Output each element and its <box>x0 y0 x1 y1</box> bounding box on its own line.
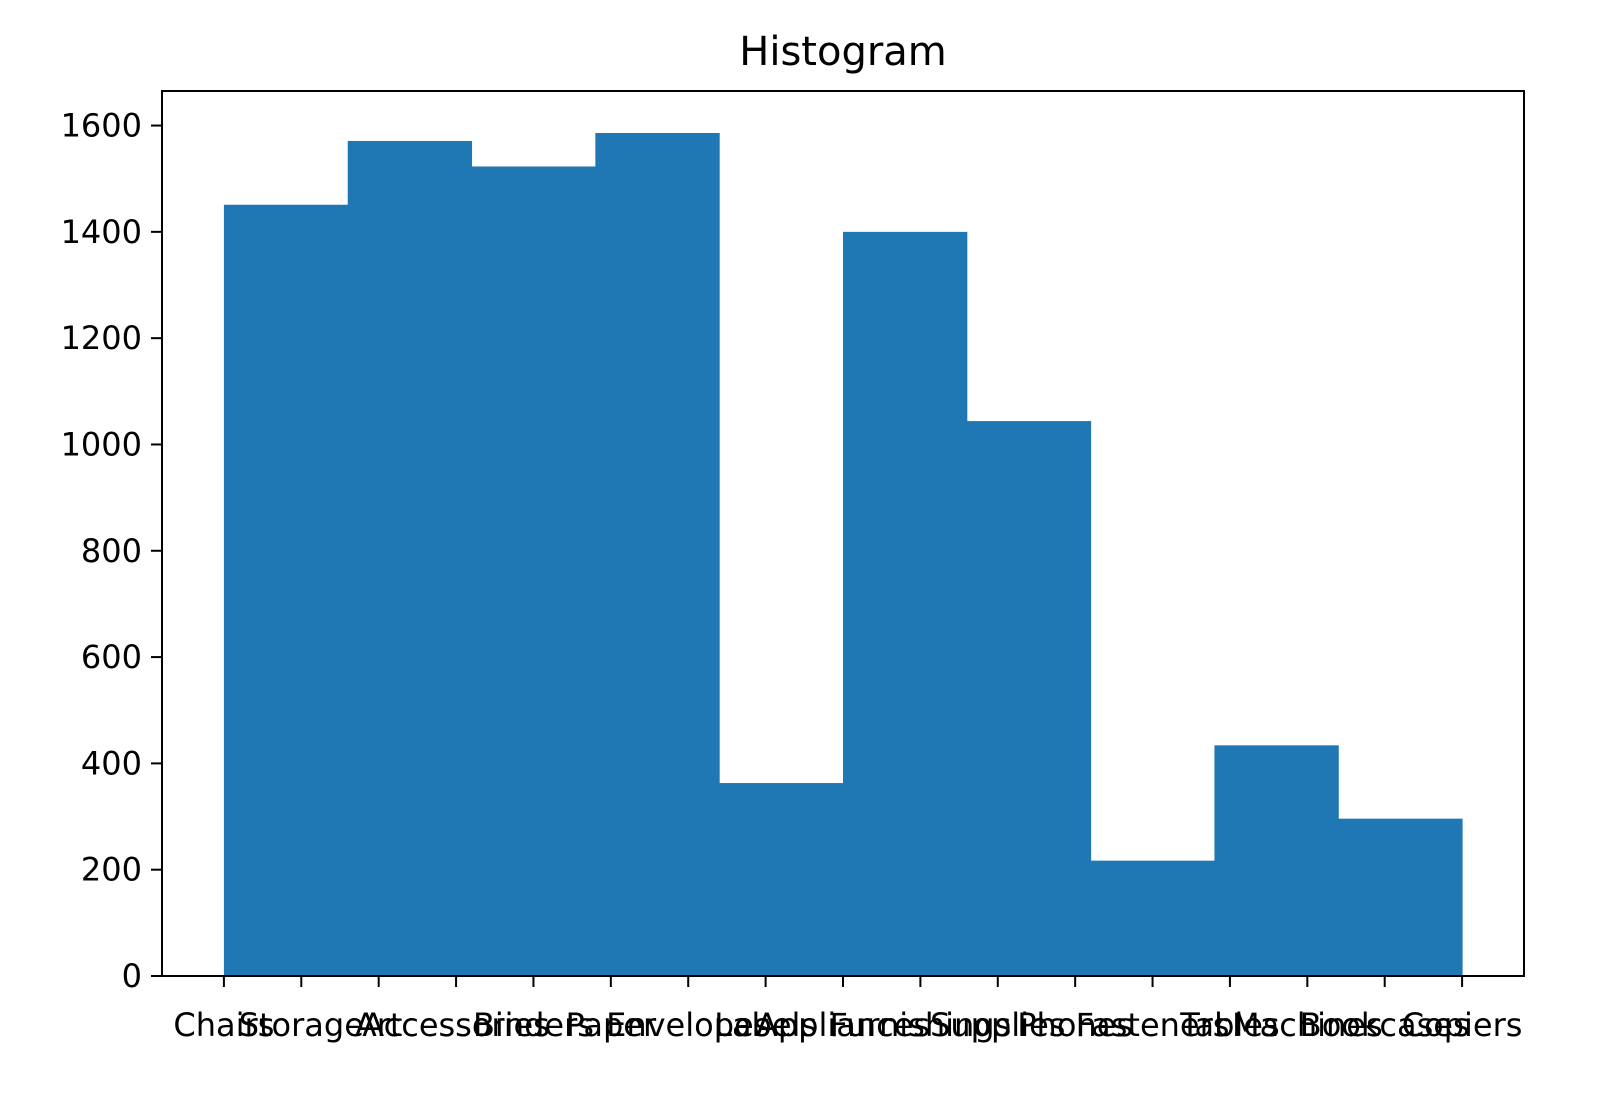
bars-group <box>223 132 1463 977</box>
x-tick-label-15: Machines <box>1232 1006 1383 1044</box>
x-tick-label-13: Fasteners <box>1076 1006 1230 1044</box>
x-tick-label-5: Binders <box>473 1006 594 1044</box>
histogram-bar-8 <box>1090 860 1215 976</box>
y-tick-label-200: 200 <box>81 851 142 889</box>
y-tick-label-1200: 1200 <box>61 319 142 357</box>
histogram-bar-5 <box>719 783 844 976</box>
x-tick-label-10: Furnishings <box>829 1006 1011 1044</box>
x-tick-label-9: Appliances <box>756 1006 930 1044</box>
x-tick-label-11: Supplies <box>930 1006 1065 1044</box>
y-tick-label-0: 0 <box>122 957 142 995</box>
histogram-bar-6 <box>843 231 968 977</box>
x-tick-label-14: Tables <box>1179 1006 1279 1044</box>
x-axis: ChairsStorageArtAccessoriesBindersPaperE… <box>173 976 1522 1044</box>
x-tick-label-16: Bookcases <box>1300 1006 1470 1044</box>
y-tick-label-1400: 1400 <box>61 213 142 251</box>
chart-title: Histogram <box>739 29 947 75</box>
x-tick-label-2: Storage <box>239 1006 364 1044</box>
histogram-bar-3 <box>471 166 596 976</box>
x-tick-label-17: Copiers <box>1402 1006 1523 1044</box>
y-tick-label-800: 800 <box>81 532 142 570</box>
x-tick-label-12: Phones <box>1017 1006 1133 1044</box>
histogram-bar-4 <box>595 132 720 977</box>
y-tick-label-600: 600 <box>81 638 142 676</box>
histogram-bar-2 <box>347 140 473 976</box>
x-tick-label-3: Art <box>355 1006 403 1044</box>
histogram-bar-10 <box>1338 818 1463 976</box>
y-axis: 0 200 400 600 800 1000 1200 1400 1600 <box>61 107 162 995</box>
x-tick-label-4: Accessories <box>362 1006 550 1044</box>
x-tick-label-6: Paper <box>566 1006 657 1044</box>
y-tick-label-1600: 1600 <box>61 107 142 145</box>
y-tick-label-400: 400 <box>81 744 142 782</box>
histogram-bar-9 <box>1214 745 1339 976</box>
x-tick-label-1: Chairs <box>173 1006 274 1044</box>
y-tick-label-1000: 1000 <box>61 425 142 463</box>
x-tick-label-8: Labels <box>714 1006 817 1044</box>
histogram-bar-1 <box>223 204 349 976</box>
x-tick-label-7: Envelopes <box>606 1006 770 1044</box>
histogram-bar-7 <box>966 421 1092 977</box>
